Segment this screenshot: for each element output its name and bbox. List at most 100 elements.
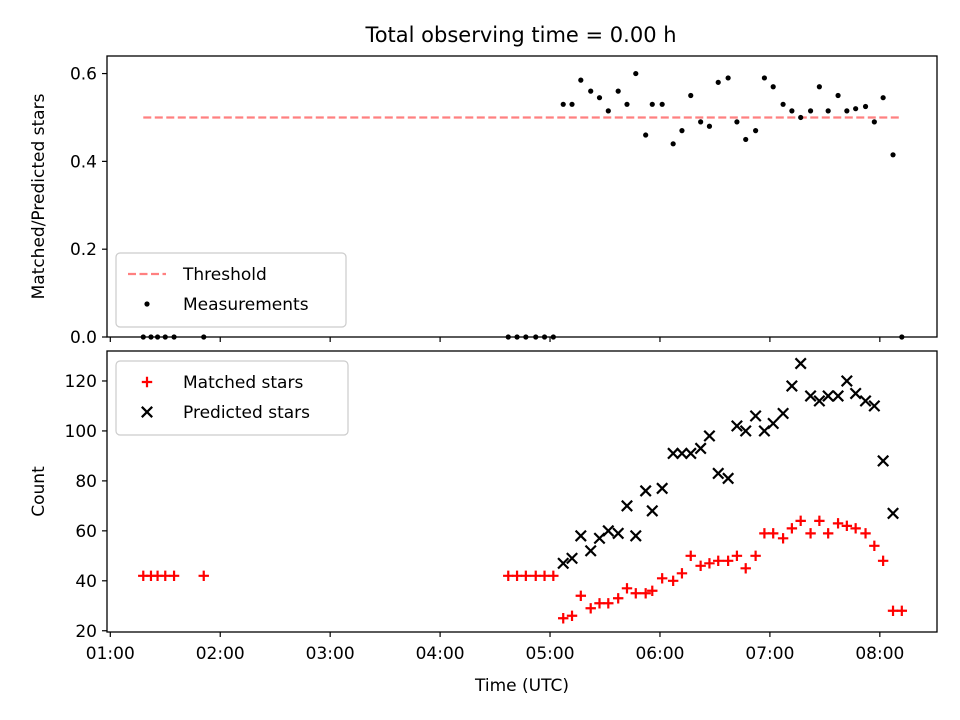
legend-label: Predicted stars <box>183 403 310 423</box>
measurements-point <box>643 132 649 138</box>
matched-stars-point <box>786 523 798 534</box>
measurements-point <box>596 95 603 101</box>
legend-box <box>115 252 347 328</box>
y-tick-label: 100 <box>65 422 97 442</box>
matched-stars-point <box>530 570 541 581</box>
measurements-point <box>698 119 704 125</box>
measurements-point <box>578 77 584 83</box>
matched-stars-point <box>566 610 578 621</box>
measurements-point <box>688 92 694 99</box>
predicted-stars-point <box>629 529 642 542</box>
x-tick-label: 04:00 <box>416 644 465 664</box>
predicted-stars-point <box>684 447 697 460</box>
matched-stars-point <box>558 613 569 624</box>
matched-stars-point <box>860 528 871 539</box>
axes-frame <box>106 350 938 633</box>
matched-stars-point <box>612 593 624 604</box>
predicted-stars-point <box>694 442 707 455</box>
count-panel: 20 40 60 80 100 120 01:00 02:00 03:00 04:00 05:00 0… <box>29 350 938 696</box>
y-axis-label: Matched/Predicted stars <box>29 93 49 299</box>
matched-stars-point <box>704 558 715 569</box>
y-tick-label: 0.0 <box>70 328 97 348</box>
predicted-stars-point <box>557 557 570 570</box>
matched-stars-point <box>795 515 806 527</box>
predicted-stars-point <box>584 544 597 557</box>
y-axis-label: Count <box>29 466 49 517</box>
matched-stars-point <box>822 528 834 539</box>
measurements-point <box>624 101 630 107</box>
y-tick-label: 60 <box>75 522 97 542</box>
predicted-stars-point <box>859 394 872 407</box>
matched-stars-point <box>647 585 658 596</box>
matched-stars-point <box>685 550 696 562</box>
matched-stars-point <box>731 550 743 562</box>
measurements-point <box>853 106 859 112</box>
matched-stars-point <box>621 583 633 594</box>
x-tick-label: 07:00 <box>745 644 794 664</box>
measurements-point <box>715 79 721 85</box>
matched-stars-point <box>575 590 587 601</box>
matched-stars-point <box>750 550 761 562</box>
predicted-stars-point <box>574 529 587 542</box>
measurements-point <box>725 75 731 81</box>
matched-stars-point <box>511 570 523 581</box>
matched-stars-point <box>656 573 668 584</box>
matched-stars-point <box>603 598 614 609</box>
legend-box <box>115 360 349 436</box>
predicted-stars-point <box>849 387 862 400</box>
measurements-point <box>761 75 768 81</box>
measurements-point <box>743 136 749 143</box>
measurements-point <box>798 114 804 121</box>
measurements-point <box>890 152 896 158</box>
matched-stars-point <box>814 515 825 527</box>
predicted-stars-point <box>887 507 900 520</box>
predicted-stars-point <box>832 389 845 402</box>
y-tick-label: 0.2 <box>70 240 97 260</box>
measurements-point <box>770 84 776 90</box>
predicted-stars-point <box>703 429 716 442</box>
predicted-stars-point <box>822 389 835 402</box>
x-tick-label: 02:00 <box>196 644 245 664</box>
measurements-point <box>588 88 594 94</box>
matched-stars-point <box>585 603 596 614</box>
predicted-stars-point <box>566 552 578 565</box>
measurements-point <box>871 119 877 125</box>
measurements-point <box>659 101 665 107</box>
data-points <box>138 357 908 624</box>
chart-title: Total observing time = 0.00 h <box>364 23 676 47</box>
matched-stars-point <box>548 570 559 581</box>
matched-stars-point <box>695 560 706 572</box>
measurements-point <box>825 108 831 114</box>
measurements-point <box>649 101 655 107</box>
matched-stars-point <box>168 570 180 581</box>
matched-stars-point <box>896 605 908 616</box>
y-tick-label: 40 <box>75 572 97 592</box>
measurements-point <box>862 103 869 110</box>
predicted-stars-point <box>794 357 807 370</box>
matched-stars-point <box>767 528 779 539</box>
matched-stars-point <box>805 528 816 539</box>
measurements-point <box>780 101 786 107</box>
axes-frame <box>106 55 938 338</box>
predicted-stars-point <box>602 524 615 537</box>
matched-stars-point <box>841 520 853 532</box>
predicted-stars-point <box>675 447 688 460</box>
legend-marker <box>141 406 153 418</box>
matched-stars-point <box>676 568 688 579</box>
x-axis-label: Time (UTC) <box>474 676 569 696</box>
predicted-stars-point <box>840 374 853 387</box>
matched-stars-point <box>740 563 751 574</box>
predicted-stars-point <box>813 394 826 407</box>
measurements-point <box>807 108 814 114</box>
y-tick-label: 0.6 <box>70 65 97 85</box>
ratio-panel: 0.0 0.2 0.4 0.6 Matched/Predicted stars Thres… <box>29 55 938 348</box>
y-tick-label: 120 <box>65 372 97 392</box>
predicted-stars-point <box>767 417 780 430</box>
measurements-point <box>753 128 759 134</box>
measurements-point <box>605 108 611 114</box>
predicted-stars-point <box>785 379 798 392</box>
matched-stars-point <box>713 555 724 567</box>
matched-stars-point <box>850 523 861 534</box>
measurements-point <box>789 108 795 114</box>
